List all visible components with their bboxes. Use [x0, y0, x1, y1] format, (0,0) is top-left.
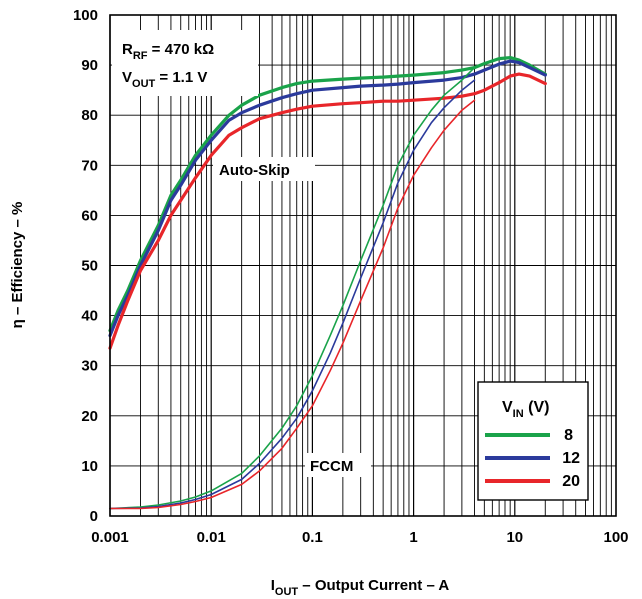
y-tick-label: 90 — [81, 57, 98, 74]
series-line-20v-auto-skip — [108, 72, 547, 350]
legend-label-12: 12 — [562, 450, 580, 467]
conditions-annotation: RRF = 470 kΩ VOUT = 1.1 V — [112, 30, 258, 96]
series-line-12v-fccm — [109, 79, 476, 510]
auto-skip-label: Auto-Skip — [219, 162, 290, 179]
x-tick-label: 10 — [506, 529, 523, 546]
y-tick-label: 0 — [90, 508, 98, 525]
x-tick-label: 1 — [409, 529, 417, 546]
series-line-8v-fccm — [109, 66, 476, 510]
legend: VIN (V) 8 12 20 — [477, 381, 589, 501]
x-tick-label: 0.01 — [197, 529, 226, 546]
vout-annotation: VOUT = 1.1 V — [122, 69, 207, 90]
tick-labels: 0 10 20 30 40 50 60 70 80 90 100 0.001 0.01 0.1 1 10 100 — [73, 7, 629, 546]
legend-label-20: 20 — [562, 473, 580, 490]
series-line-20v-fccm — [109, 99, 476, 510]
x-tick-label: 0.001 — [91, 529, 129, 546]
y-tick-label: 70 — [81, 157, 98, 174]
y-tick-label: 30 — [81, 358, 98, 375]
y-tick-label: 50 — [81, 258, 98, 275]
fccm-annotation: FCCM — [305, 453, 371, 477]
y-tick-label: 40 — [81, 308, 98, 325]
y-tick-label: 100 — [73, 7, 98, 24]
legend-title: VIN (V) — [502, 399, 549, 420]
y-axis-label: η – Efficiency – % — [9, 202, 26, 329]
x-tick-label: 100 — [603, 529, 628, 546]
x-axis-label: IOUT – Output Current – A — [271, 577, 450, 598]
fccm-label: FCCM — [310, 458, 353, 475]
rrf-annotation: RRF = 470 kΩ — [122, 41, 214, 62]
x-tick-label: 0.1 — [302, 529, 323, 546]
legend-label-8: 8 — [564, 427, 573, 444]
y-tick-label: 10 — [81, 458, 98, 475]
y-tick-label: 20 — [81, 408, 98, 425]
y-tick-label: 60 — [81, 207, 98, 224]
series-line-12v-auto-skip — [108, 59, 547, 338]
series-line-8v-auto-skip — [108, 55, 547, 333]
y-tick-label: 80 — [81, 107, 98, 124]
series-layer — [108, 55, 547, 510]
plot-frame — [109, 14, 617, 517]
auto-skip-annotation: Auto-Skip — [213, 157, 315, 181]
